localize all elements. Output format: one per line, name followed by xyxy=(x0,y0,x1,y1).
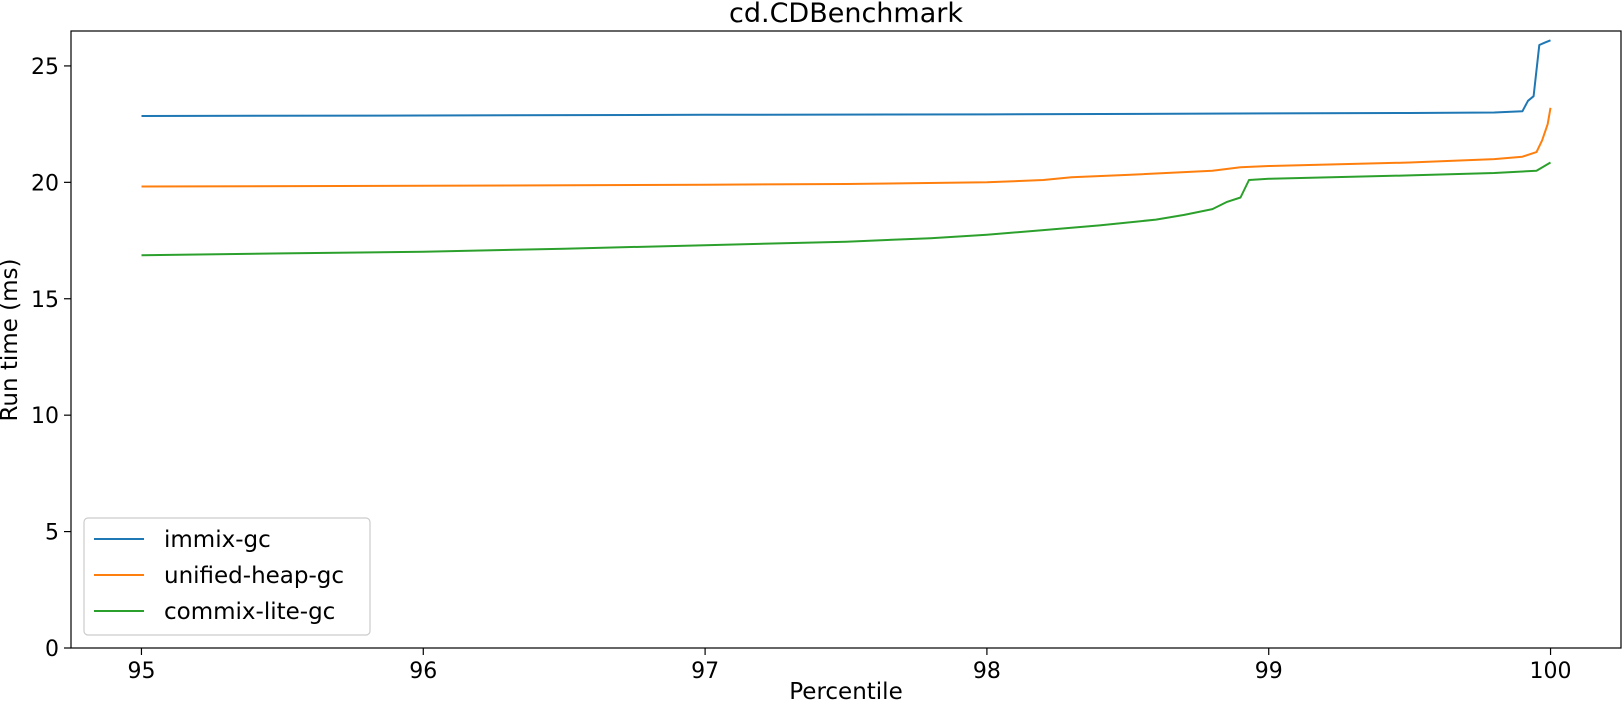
y-tick-label: 25 xyxy=(31,55,59,80)
legend-label-immix-gc: immix-gc xyxy=(164,527,271,553)
y-tick-label: 5 xyxy=(45,521,59,546)
y-tick-label: 10 xyxy=(31,404,59,429)
y-tick-label: 20 xyxy=(31,171,59,196)
x-tick-label: 97 xyxy=(691,659,719,684)
plot-frame xyxy=(70,30,1622,649)
legend-label-unified-heap-gc: unified-heap-gc xyxy=(164,563,344,589)
x-axis-ticks: 95 96 97 98 99 100 xyxy=(127,648,1572,684)
x-tick-label: 95 xyxy=(127,659,155,684)
y-tick-label: 0 xyxy=(45,637,59,662)
series-line-immix-gc xyxy=(141,39,1551,117)
y-axis-label: Run time (ms) xyxy=(0,258,23,421)
legend-box xyxy=(83,517,371,636)
series-line-unified-heap-gc xyxy=(141,107,1552,188)
legend-label-commix-lite-gc: commix-lite-gc xyxy=(164,599,335,625)
legend: immix-gc unified-heap-gc commix-lite-gc xyxy=(83,517,371,636)
plot-area: 95 96 97 98 99 100 0 5 10 15 20 25 xyxy=(31,30,1622,684)
x-tick-label: 100 xyxy=(1530,659,1572,684)
x-tick-label: 98 xyxy=(973,659,1001,684)
series-line-commix-lite-gc xyxy=(141,161,1552,257)
x-tick-label: 99 xyxy=(1255,659,1283,684)
chart-title: cd.CDBenchmark xyxy=(729,0,963,29)
y-axis-ticks: 0 5 10 15 20 25 xyxy=(31,55,71,662)
x-tick-label: 96 xyxy=(409,659,437,684)
x-axis-label: Percentile xyxy=(789,679,902,705)
series-layer xyxy=(141,39,1552,257)
y-tick-label: 15 xyxy=(31,288,59,313)
